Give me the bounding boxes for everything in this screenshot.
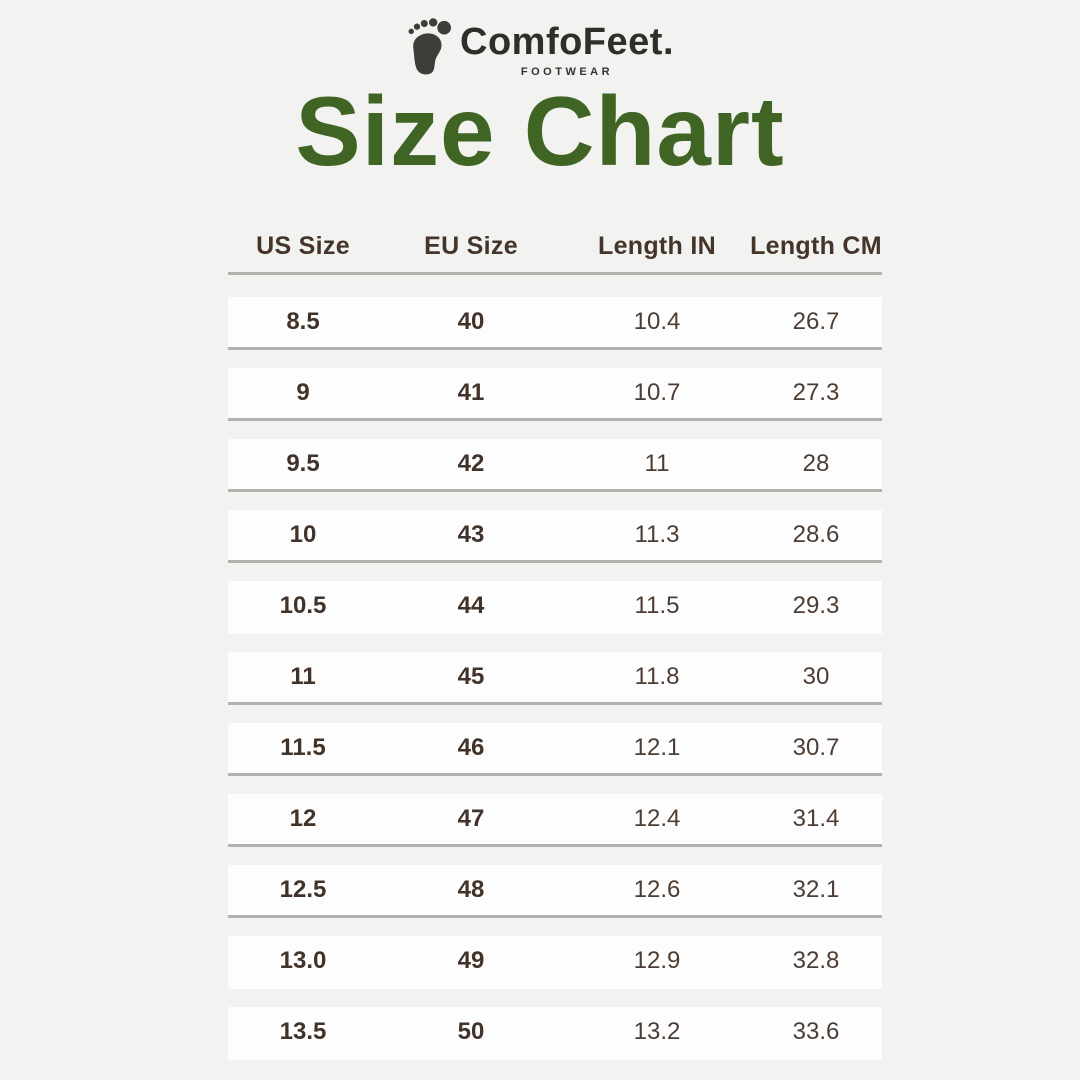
- length-cm-cell: 28: [802, 450, 830, 477]
- length-in-cell: 11.5: [634, 592, 680, 619]
- length-in-cell: 10.7: [633, 379, 681, 406]
- us-size-cell: 12.5: [279, 876, 327, 903]
- length-cm-cell: 29.3: [792, 592, 840, 619]
- us-size-cell: 10.5: [279, 592, 327, 619]
- length-cm-cell: 27.3: [792, 379, 840, 406]
- table-row: 8.5 40 10.4 26.7: [228, 297, 882, 350]
- table-row: 9.5 42 11 28: [228, 439, 882, 492]
- header-length-in: Length IN: [598, 232, 716, 260]
- table-row: 12.5 48 12.6 32.1: [228, 865, 882, 918]
- us-size-cell: 10: [289, 521, 317, 548]
- brand-name: ComfoFeet.: [460, 21, 674, 63]
- table-row: 11.5 46 12.1 30.7: [228, 723, 882, 776]
- us-size-cell: 9: [296, 379, 310, 406]
- brand-logo: ComfoFeet. FOOTWEAR: [0, 12, 1080, 78]
- table-row: 10.5 44 11.5 29.3: [228, 581, 882, 634]
- us-size-cell: 13.5: [279, 1018, 327, 1045]
- length-in-cell: 12.4: [633, 805, 681, 832]
- eu-size-cell: 48: [457, 876, 485, 903]
- table-row: 9 41 10.7 27.3: [228, 368, 882, 421]
- eu-size-cell: 44: [457, 592, 485, 619]
- header-us-size: US Size: [256, 232, 350, 260]
- length-in-cell: 13.2: [633, 1018, 681, 1045]
- us-size-cell: 8.5: [286, 308, 320, 335]
- length-cm-cell: 32.8: [792, 947, 840, 974]
- length-cm-cell: 26.7: [792, 308, 840, 335]
- us-size-cell: 13.0: [279, 947, 327, 974]
- us-size-cell: 11.5: [280, 734, 326, 761]
- length-in-cell: 11.8: [634, 663, 680, 690]
- length-in-cell: 12.6: [633, 876, 681, 903]
- header-length-cm: Length CM: [750, 232, 882, 260]
- eu-size-cell: 41: [457, 379, 485, 406]
- table-row: 11 45 11.8 30: [228, 652, 882, 705]
- eu-size-cell: 40: [457, 308, 485, 335]
- eu-size-cell: 45: [457, 663, 485, 690]
- eu-size-cell: 49: [457, 947, 485, 974]
- page-title: Size Chart: [295, 76, 785, 186]
- eu-size-cell: 46: [457, 734, 485, 761]
- length-cm-cell: 33.6: [792, 1018, 840, 1045]
- length-cm-cell: 30.7: [792, 734, 840, 761]
- table-row: 13.5 50 13.2 33.6: [228, 1007, 882, 1060]
- length-in-cell: 11.3: [634, 521, 680, 548]
- brand-tagline: FOOTWEAR: [520, 65, 614, 78]
- us-size-cell: 12: [289, 805, 317, 832]
- table-row: 12 47 12.4 31.4: [228, 794, 882, 847]
- table-row: 10 43 11.3 28.6: [228, 510, 882, 563]
- length-in-cell: 11: [644, 450, 670, 477]
- length-in-cell: 12.9: [633, 947, 681, 974]
- table-row: 13.0 49 12.9 32.8: [228, 936, 882, 989]
- length-cm-cell: 32.1: [792, 876, 840, 903]
- length-cm-cell: 28.6: [792, 521, 840, 548]
- brand-text-block: ComfoFeet. FOOTWEAR: [460, 21, 674, 78]
- us-size-cell: 9.5: [286, 450, 320, 477]
- header-eu-size: EU Size: [424, 232, 518, 260]
- length-in-cell: 10.4: [633, 308, 681, 335]
- size-table: US Size EU Size Length IN Length CM 8.5 …: [228, 221, 882, 1078]
- eu-size-cell: 47: [457, 805, 485, 832]
- length-in-cell: 12.1: [633, 734, 681, 761]
- us-size-cell: 11: [290, 663, 316, 690]
- length-cm-cell: 30: [802, 663, 830, 690]
- footprint-icon: [406, 16, 452, 76]
- length-cm-cell: 31.4: [792, 805, 840, 832]
- table-header-row: US Size EU Size Length IN Length CM: [228, 221, 882, 275]
- eu-size-cell: 43: [457, 521, 485, 548]
- eu-size-cell: 42: [457, 450, 485, 477]
- eu-size-cell: 50: [457, 1018, 485, 1045]
